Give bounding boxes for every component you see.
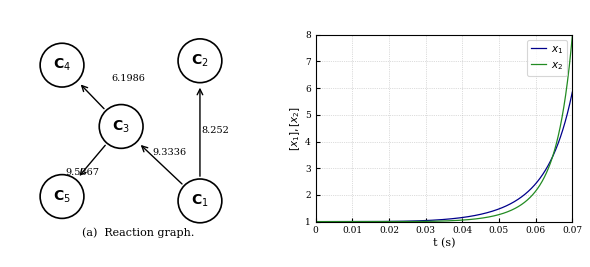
$x_1$	[312, 220, 319, 223]
Circle shape	[99, 105, 143, 148]
Text: $\mathbf{C}_{5}$: $\mathbf{C}_{5}$	[53, 188, 71, 205]
X-axis label: t (s): t (s)	[432, 238, 455, 249]
$x_1$	[325, 220, 332, 223]
$x_2$	[312, 220, 319, 223]
Circle shape	[40, 43, 84, 87]
$x_2$	[561, 99, 568, 102]
$x_1$	[569, 91, 576, 94]
$x_1$	[437, 218, 444, 221]
$x_2$	[514, 205, 522, 209]
$x_2$	[325, 220, 332, 223]
$x_1$	[561, 122, 568, 125]
$x_2$	[561, 100, 568, 103]
Text: 6.1986: 6.1986	[112, 74, 146, 83]
Y-axis label: $[x_1], [x_2]$: $[x_1], [x_2]$	[289, 106, 302, 151]
$x_1$	[561, 121, 568, 124]
Circle shape	[178, 39, 222, 83]
Line: $x_2$: $x_2$	[316, 36, 572, 222]
Text: $\mathbf{C}_{2}$: $\mathbf{C}_{2}$	[191, 53, 209, 69]
Text: $\mathbf{C}_{1}$: $\mathbf{C}_{1}$	[191, 193, 209, 209]
Circle shape	[40, 175, 84, 218]
Text: 8.252: 8.252	[201, 126, 230, 135]
$x_2$	[430, 220, 437, 223]
Text: $\mathbf{C}_{4}$: $\mathbf{C}_{4}$	[53, 57, 71, 73]
$x_1$	[430, 219, 437, 222]
Text: (a)  Reaction graph.: (a) Reaction graph.	[83, 227, 195, 238]
Text: 9.3336: 9.3336	[152, 148, 186, 157]
$x_1$	[514, 198, 522, 201]
Text: $\mathbf{C}_{3}$: $\mathbf{C}_{3}$	[112, 118, 130, 135]
Circle shape	[178, 179, 222, 223]
Line: $x_1$: $x_1$	[316, 92, 572, 222]
$x_2$	[569, 34, 576, 38]
Legend: $x_1$, $x_2$: $x_1$, $x_2$	[527, 40, 567, 76]
$x_2$	[437, 219, 444, 223]
Text: 9.5367: 9.5367	[66, 168, 100, 177]
